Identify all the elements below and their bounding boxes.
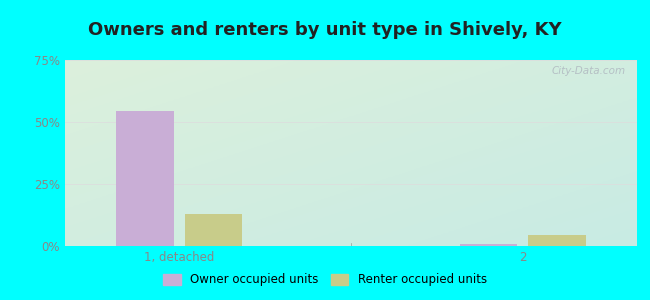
Bar <box>185 214 242 246</box>
Bar <box>528 235 586 246</box>
Text: Owners and renters by unit type in Shively, KY: Owners and renters by unit type in Shive… <box>88 21 562 39</box>
Text: City-Data.com: City-Data.com <box>551 66 625 76</box>
Bar <box>460 244 517 246</box>
Bar <box>116 111 174 246</box>
Legend: Owner occupied units, Renter occupied units: Owner occupied units, Renter occupied un… <box>159 269 491 291</box>
